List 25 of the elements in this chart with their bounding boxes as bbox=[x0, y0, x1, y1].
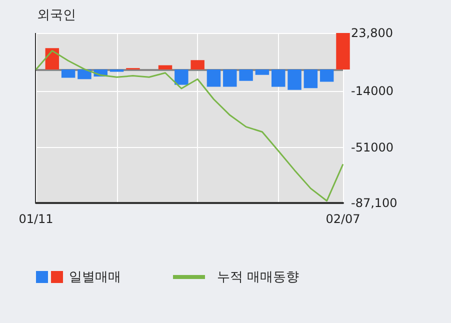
bar bbox=[78, 69, 92, 80]
bar bbox=[336, 33, 350, 70]
x-tick-label: 02/07 bbox=[326, 212, 360, 226]
bar bbox=[45, 48, 60, 70]
bar bbox=[190, 60, 204, 70]
x-tick-label: 01/11 bbox=[18, 212, 54, 226]
bar bbox=[206, 69, 221, 87]
bar bbox=[272, 69, 286, 87]
bar bbox=[110, 69, 124, 72]
y-tick-label: 23,800 bbox=[351, 26, 393, 40]
bar bbox=[61, 69, 76, 78]
bar bbox=[223, 69, 237, 87]
bar bbox=[320, 69, 334, 82]
chart-title: 외국인 bbox=[37, 8, 76, 23]
legend-label: 누적 매매동향 bbox=[217, 269, 300, 286]
y-tick-label: -51000 bbox=[351, 140, 394, 155]
y-tick-label: -14000 bbox=[351, 84, 394, 98]
bar bbox=[158, 65, 172, 70]
bar bbox=[288, 69, 302, 90]
bar bbox=[304, 69, 318, 88]
bar bbox=[255, 69, 270, 75]
bar bbox=[174, 69, 188, 85]
bar bbox=[239, 69, 253, 81]
y-tick-label: -87,100 bbox=[351, 196, 398, 210]
legend-label: 일별매매 bbox=[69, 269, 121, 286]
